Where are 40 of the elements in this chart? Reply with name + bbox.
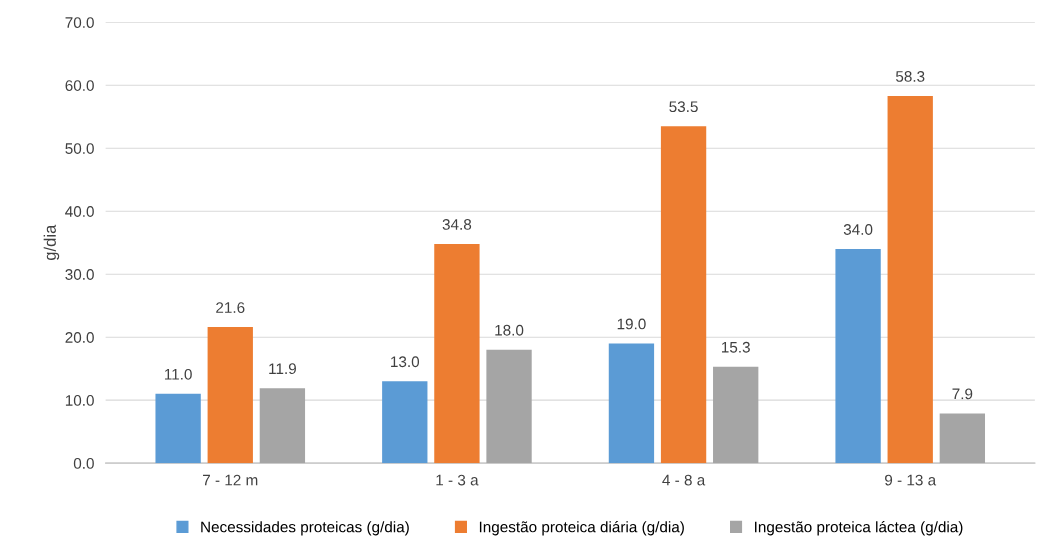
bar (382, 381, 428, 464)
y-tick-label: 40.0 (65, 206, 94, 217)
y-tick-label: 70.0 (65, 17, 94, 29)
bar (207, 327, 253, 464)
data-label: 21.6 (216, 302, 245, 313)
data-label: 18.0 (495, 324, 524, 336)
data-label: 11.9 (269, 363, 296, 375)
x-tick-label: 9 - 13 a (885, 474, 937, 486)
bar (155, 393, 201, 464)
y-axis-title: g/dia (43, 224, 60, 261)
legend-label: Ingestão proteica diária (g/dia) (479, 520, 684, 536)
y-tick-label: 10.0 (65, 395, 94, 406)
x-tick-label: 1 - 3 a (436, 474, 479, 486)
data-label: 34.8 (442, 219, 472, 230)
bar (660, 126, 707, 464)
bar (608, 343, 655, 464)
data-label: 19.0 (617, 318, 646, 330)
x-tick-label: 7 - 12 m (203, 474, 258, 486)
data-label: 34.0 (843, 224, 873, 235)
data-label: 53.5 (669, 101, 698, 113)
y-tick-label: 0.0 (73, 458, 94, 469)
bar (939, 413, 986, 464)
y-tick-label: 30.0 (65, 269, 94, 280)
data-label: 13.0 (391, 356, 420, 368)
bar (486, 349, 532, 464)
y-tick-label: 50.0 (65, 143, 94, 154)
legend-label: Ingestão proteica láctea (g/dia) (755, 520, 963, 536)
legend-label: Necessidades proteicas (g/dia) (201, 521, 409, 536)
bar (713, 366, 759, 464)
bar (887, 96, 933, 464)
data-label: 11.0 (164, 368, 192, 380)
data-label: 7.9 (952, 388, 973, 400)
bar (835, 249, 881, 464)
bar (259, 388, 306, 464)
y-tick-label: 60.0 (65, 80, 94, 91)
bar (434, 243, 480, 464)
data-label: 15.3 (722, 341, 750, 353)
x-tick-label: 4 - 8 a (662, 474, 706, 486)
y-tick-label: 20.0 (65, 332, 94, 343)
data-label: 58.3 (895, 71, 925, 82)
